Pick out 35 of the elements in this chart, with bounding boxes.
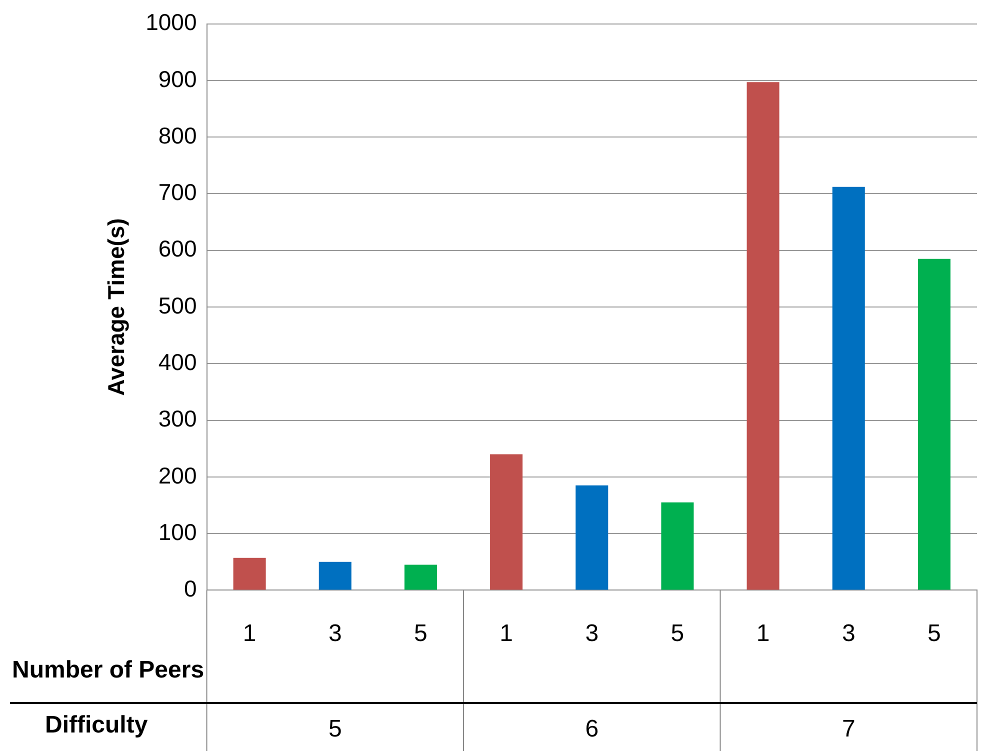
bar bbox=[318, 562, 352, 590]
y-tick-label: 200 bbox=[158, 462, 197, 488]
bar bbox=[832, 186, 865, 590]
x-tick-label: 5 bbox=[928, 620, 941, 648]
text: 5 bbox=[328, 716, 342, 743]
text: 7 bbox=[842, 716, 856, 743]
y-tick-label: 100 bbox=[158, 518, 197, 545]
text: Difficulty bbox=[45, 712, 148, 739]
x-tick-label: 3 bbox=[328, 620, 342, 648]
bar bbox=[746, 82, 780, 590]
y-tick-label: 1000 bbox=[146, 9, 197, 36]
bar bbox=[404, 564, 437, 590]
bar bbox=[576, 485, 608, 590]
bar bbox=[233, 558, 266, 590]
bar bbox=[661, 502, 694, 590]
x-tick-label: 3 bbox=[585, 620, 599, 648]
x-tick-label: 5 bbox=[414, 620, 428, 648]
x-tick-label: 3 bbox=[842, 620, 856, 648]
y-tick-label: 300 bbox=[158, 406, 197, 432]
text: 6 bbox=[585, 716, 599, 743]
y-tick-label: 900 bbox=[158, 66, 197, 92]
y-tick-label: 0 bbox=[184, 576, 197, 602]
y-tick-label: 500 bbox=[158, 292, 197, 318]
x-tick-label: 1 bbox=[242, 620, 256, 648]
y-axis-title: Average Time(s) bbox=[103, 218, 130, 396]
y-tick-label: 600 bbox=[158, 236, 197, 262]
bar bbox=[918, 258, 950, 590]
y-tick-label: 700 bbox=[158, 179, 197, 206]
x-tick-label: 5 bbox=[670, 620, 684, 648]
x-tick-label: 1 bbox=[756, 620, 770, 648]
x-tick-label: 1 bbox=[500, 620, 513, 648]
y-tick-label: 800 bbox=[158, 122, 197, 148]
y-tick-label: 400 bbox=[158, 348, 197, 375]
text: Number of Peers bbox=[12, 656, 204, 684]
bar bbox=[490, 454, 523, 590]
